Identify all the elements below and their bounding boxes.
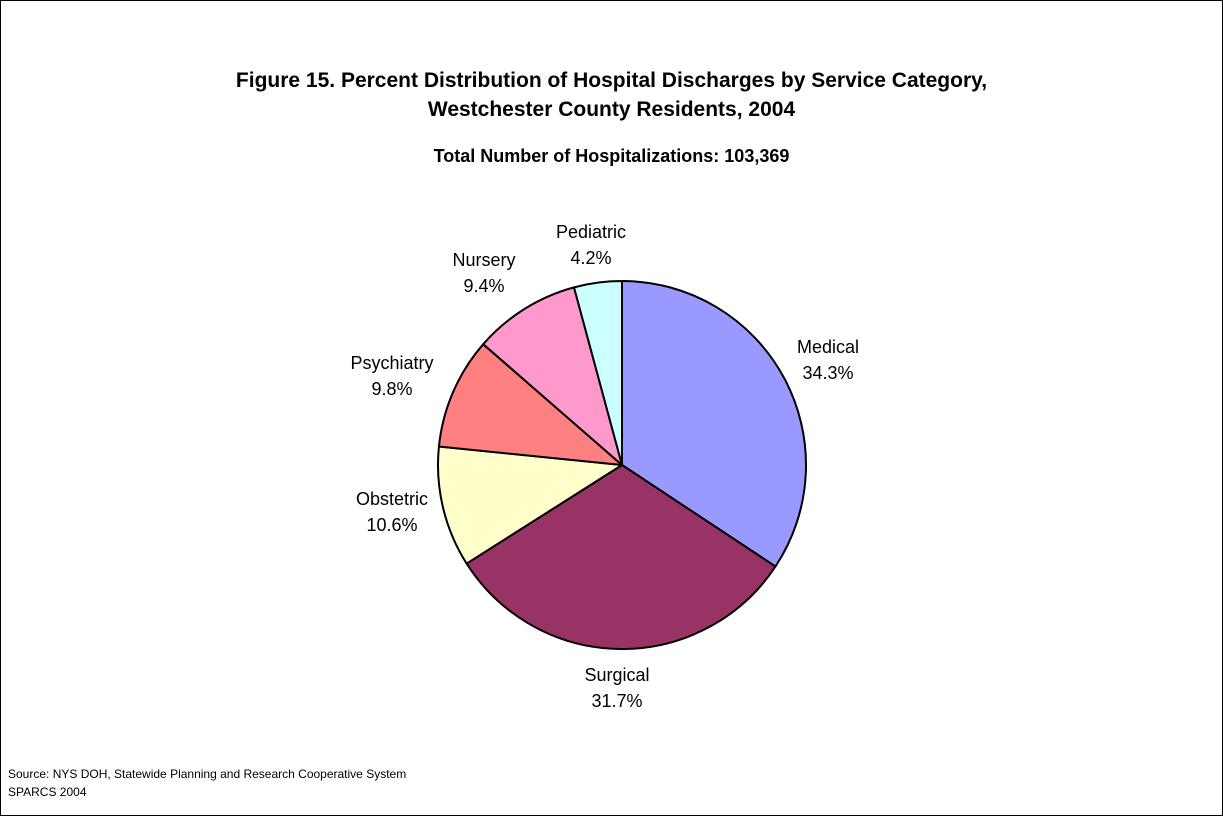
slice-value-label-surgical: 31.7% <box>591 691 642 711</box>
slice-name-label-obstetric: Obstetric <box>356 489 428 509</box>
pie-slice-surgical <box>465 464 777 650</box>
slice-value-label-psychiatry: 9.8% <box>371 379 412 399</box>
slice-name-label-surgical: Surgical <box>584 665 649 685</box>
chart-title-line-2: Westchester County Residents, 2004 <box>427 98 796 121</box>
pie-slices <box>437 280 807 650</box>
slice-name-label-pediatric: Pediatric <box>556 222 626 242</box>
pie-slice-obstetric <box>437 445 623 565</box>
chart-title-line-1: Figure 15. Percent Distribution of Hospi… <box>235 69 988 92</box>
pie-slice-psychiatry <box>437 343 623 466</box>
pie-slice-nursery <box>482 286 623 466</box>
source-note-year: SPARCS 2004 <box>8 785 87 799</box>
slice-name-label-medical: Medical <box>797 337 859 357</box>
slice-value-label-obstetric: 10.6% <box>366 515 417 535</box>
source-note: Source: NYS DOH, Statewide Planning and … <box>8 767 407 781</box>
pie-labels: Medical 34.3% Surgical 31.7% Obstetric 10.6% P… <box>350 222 859 711</box>
slice-value-label-nursery: 9.4% <box>463 276 504 296</box>
chart-subtitle: Total Number of Hospitalizations: 103,36… <box>433 146 790 166</box>
slice-value-label-medical: 34.3% <box>802 363 853 383</box>
pie-slice-pediatric <box>573 280 623 466</box>
slice-value-label-pediatric: 4.2% <box>570 248 611 268</box>
slice-name-label-nursery: Nursery <box>452 250 515 270</box>
slice-name-label-psychiatry: Psychiatry <box>350 353 433 373</box>
